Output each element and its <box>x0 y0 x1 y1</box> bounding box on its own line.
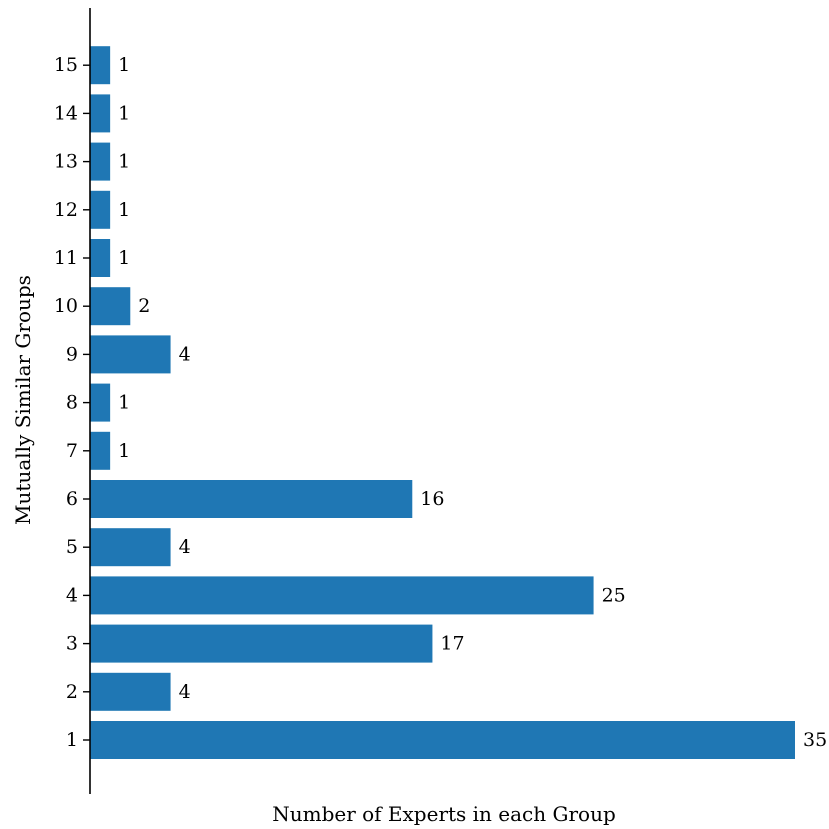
data-label-group-12: 1 <box>118 199 130 221</box>
y-tick-label-4: 4 <box>66 584 78 606</box>
data-label-group-1: 35 <box>803 729 827 751</box>
y-tick-label-10: 10 <box>54 295 78 317</box>
bar-group-12 <box>90 190 111 229</box>
bar-group-9 <box>90 335 171 374</box>
bars-layer <box>90 46 795 759</box>
y-tick-label-2: 2 <box>66 681 78 703</box>
bar-group-15 <box>90 46 111 85</box>
data-label-group-11: 1 <box>118 247 130 269</box>
y-tick-label-5: 5 <box>66 536 78 558</box>
data-label-group-9: 4 <box>179 343 191 365</box>
data-label-group-10: 2 <box>138 295 150 317</box>
data-label-group-14: 1 <box>118 102 130 124</box>
bar-group-13 <box>90 142 111 181</box>
y-tick-label-6: 6 <box>66 488 78 510</box>
y-tick-label-14: 14 <box>54 102 78 124</box>
y-tick-label-9: 9 <box>66 343 78 365</box>
bar-group-8 <box>90 383 111 422</box>
data-label-group-13: 1 <box>118 151 130 173</box>
y-tick-label-7: 7 <box>66 440 78 462</box>
bar-group-5 <box>90 528 171 567</box>
bar-group-7 <box>90 431 111 470</box>
y-axis-title: Mutually Similar Groups <box>11 275 35 525</box>
bar-group-10 <box>90 287 131 326</box>
data-label-group-15: 1 <box>118 54 130 76</box>
data-label-group-8: 1 <box>118 392 130 414</box>
y-tick-label-15: 15 <box>54 54 78 76</box>
y-tick-label-12: 12 <box>54 199 78 221</box>
x-axis-title: Number of Experts in each Group <box>272 802 616 826</box>
y-tick-label-13: 13 <box>54 151 78 173</box>
bar-group-14 <box>90 94 111 133</box>
data-label-group-3: 17 <box>440 633 464 655</box>
data-label-group-6: 16 <box>420 488 444 510</box>
bar-group-4 <box>90 576 594 615</box>
data-labels-layer: 35 4 17 25 4 16 1 1 4 2 1 1 1 1 1 <box>118 54 827 751</box>
y-tick-label-3: 3 <box>66 633 78 655</box>
bar-group-11 <box>90 239 111 277</box>
y-tick-label-1: 1 <box>66 729 78 751</box>
data-label-group-2: 4 <box>179 681 191 703</box>
data-label-group-7: 1 <box>118 440 130 462</box>
bar-group-6 <box>90 480 413 518</box>
data-label-group-5: 4 <box>179 536 191 558</box>
y-tick-label-8: 8 <box>66 392 78 414</box>
bar-group-3 <box>90 624 433 663</box>
bar-group-1 <box>90 721 795 759</box>
bar-group-2 <box>90 672 171 711</box>
y-tick-label-11: 11 <box>54 247 78 269</box>
data-label-group-4: 25 <box>602 584 626 606</box>
